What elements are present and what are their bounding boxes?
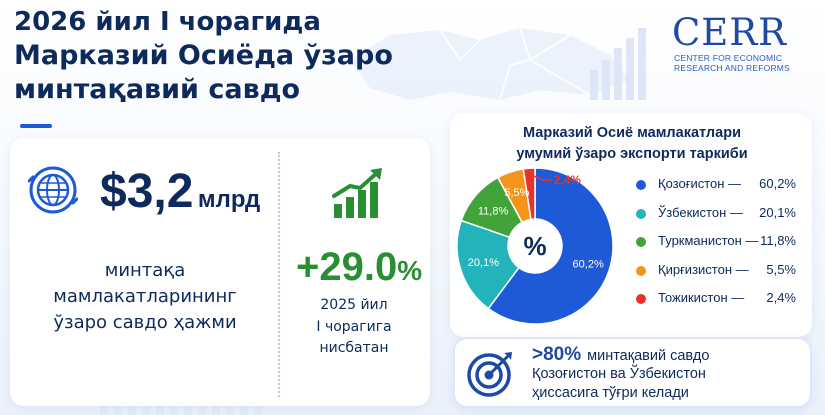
share-note-line-1: >80% минтақавий савдо [532,344,709,366]
chart-legend: Қозоғистон —60,2% Ўзбекистон —20,1% Туркма… [636,176,812,319]
logo-subtitle: CENTER FOR ECONOMIC RESEARCH AND REFORMS [674,53,812,74]
trade-amount: $3,2 млрд [100,168,260,216]
legend-label: Қирғизистон — [658,261,749,277]
title-line-1: 2026 йил I чорагида [14,7,321,37]
legend-item: Ўзбекистон — 20,1% [636,205,812,234]
legend-label: Тожикистон — [658,290,745,305]
legend-item: Туркманистон —11,8% [636,233,812,262]
legend-item: Қирғизистон — 5,5% [636,262,812,291]
trade-description-line-1: минтақа мамлакатларининг [53,260,237,308]
legend-dot [636,208,646,219]
trade-amount-unit: млрд [197,186,261,213]
trade-description: минтақа мамлакатларининг ўзаро савдо ҳаж… [20,258,270,336]
growth-value: +29.0% [296,247,422,287]
legend-value: 60,2% [759,176,796,191]
logo-mark: CERR [672,11,788,54]
donut-center-label: % [523,231,546,261]
trade-volume-panel [10,138,430,406]
chart-title: Марказий Осиё мамлакатлари умумий ўзаро … [452,123,812,164]
legend-dot [636,265,646,276]
legend-dot [636,180,646,190]
legend-item: Тожикистон — 2,4% [636,290,812,319]
trade-description-line-2: ўзаро савдо ҳажми [53,312,237,334]
target-icon [467,352,512,397]
legend-value: 2,4% [766,290,796,305]
logo-sub-line-2: RESEARCH AND REFORMS [674,62,790,73]
export-donut-chart: % 60,2% 20,1% 11,8% 5,5% 2,4% [456,167,614,325]
slice-label-4: 2,4% [554,173,582,187]
share-note-text-1: минтақавий савдо [587,348,710,364]
growth-percent-sign: % [397,255,423,286]
legend-value: 11,8% [760,233,796,248]
title-line-2: Марказий Осиёда ўзаро [14,40,393,72]
cerr-logo: CERR CENTER FOR ECONOMIC RESEARCH AND RE… [672,14,812,74]
chart-title-line-2: умумий ўзаро экспорти таркиби [516,145,748,162]
slice-leader-4 [529,173,552,181]
growth-note: 2025 йил I чорагига нисбатан [290,295,418,360]
growth-note-line-2: I чорагига нисбатан [316,318,392,357]
globe-icon [28,166,78,214]
panel-divider [278,152,280,397]
legend-value: 5,5% [766,261,796,277]
growth-number: +29.0 [296,245,398,289]
legend-label: Қозоғистон — [658,176,742,191]
slice-label-3: 5,5% [504,187,529,199]
slice-label-2: 11,8% [478,205,509,217]
legend-item: Қозоғистон — 60,2% [636,176,812,205]
donut-hole [508,219,562,273]
legend-value: 20,1% [759,204,796,220]
legend-label: Туркманистон — [658,233,759,248]
legend-dot [636,237,646,247]
trade-amount-value: $3,2 [100,165,194,218]
growth-note-line-1: 2025 йил [320,297,388,313]
slice-label-0: 60,2% [573,259,604,271]
share-note-line-2: Қозоғистон ва Ўзбекистон [532,366,706,382]
legend-dot [636,294,646,304]
title-line-3: минтақавий савдо [14,74,301,106]
background-map [350,27,646,101]
legend-label: Ўзбекистон — [658,204,743,220]
share-note-panel [453,337,812,408]
title-underline [20,124,52,128]
growth-chart-icon [332,168,382,218]
share-percent: >80% [532,344,582,365]
logo-sub-line-1: CENTER FOR ECONOMIC [674,53,783,63]
share-note-line-3: ҳиссасига тўғри келади [532,385,689,401]
slice-label-1: 20,1% [468,257,499,269]
chart-title-line-1: Марказий Осиё мамлакатлари [523,125,741,141]
page-title: 2026 йил I чорагида Марказий Осиёда ўзар… [14,6,393,108]
